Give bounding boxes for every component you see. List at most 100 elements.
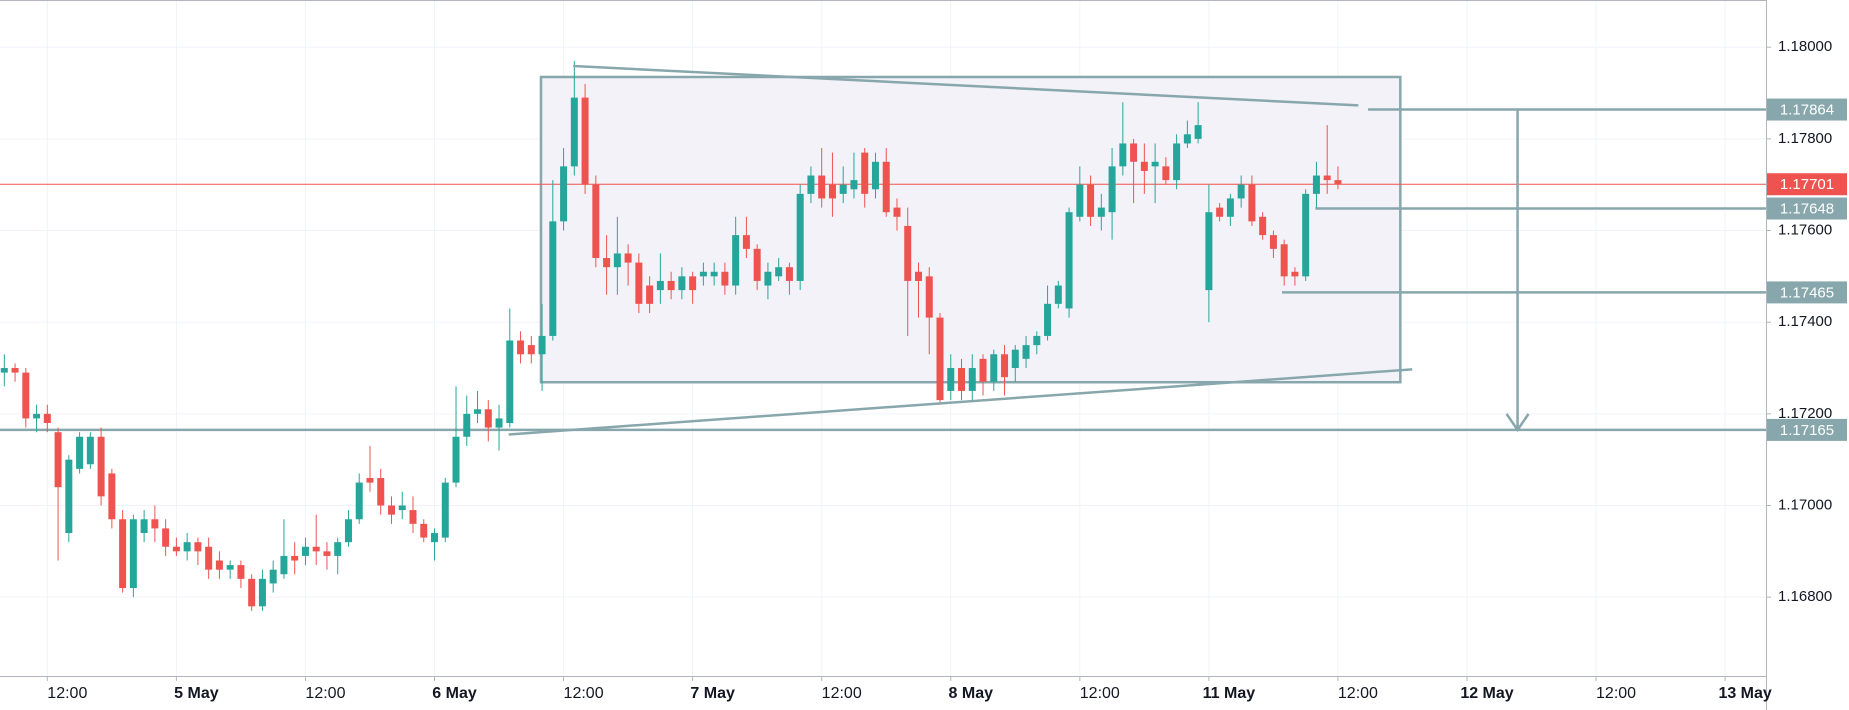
y-tick-label: 1.18000	[1778, 38, 1832, 55]
y-tick-label: 1.16800	[1778, 588, 1832, 605]
x-tick-label: 11 May	[1203, 685, 1256, 702]
candle-body	[258, 578, 266, 607]
candle-body	[753, 248, 761, 281]
candle-body	[1087, 184, 1095, 217]
candle-body	[33, 413, 41, 419]
price-label-box	[1767, 418, 1847, 441]
candle-body	[1248, 184, 1256, 222]
candle-body	[1119, 143, 1127, 167]
candle-body	[226, 565, 234, 570]
price-label-box	[1767, 281, 1847, 304]
candle-body	[140, 519, 148, 534]
candle-body	[1216, 207, 1224, 217]
candle-body	[248, 578, 256, 607]
candle-body	[1022, 345, 1030, 359]
candle-body	[613, 253, 621, 268]
candle-body	[775, 267, 783, 277]
candle-body	[162, 528, 170, 547]
x-tick-label: 13 May	[1718, 685, 1771, 702]
candle-body	[1151, 161, 1159, 167]
candle-body	[1011, 349, 1019, 369]
candle-body	[183, 542, 191, 552]
y-tick-label: 1.17200	[1778, 405, 1832, 422]
candle-body	[958, 368, 966, 391]
candle-body	[0, 368, 8, 373]
candle-body	[710, 271, 718, 277]
candle-body	[635, 262, 643, 304]
candle-body	[54, 432, 62, 488]
price-label-box	[1767, 98, 1847, 121]
candle-body	[839, 184, 847, 194]
candle-body	[119, 519, 127, 589]
candle-body	[1054, 285, 1062, 304]
candle-body	[377, 478, 385, 506]
candle-body	[979, 358, 987, 382]
candle-body	[398, 505, 406, 511]
range-box	[539, 75, 1402, 384]
candle-body	[1302, 193, 1310, 277]
axis-frame-bottom	[0, 676, 1766, 710]
candle-body	[11, 368, 19, 373]
candle-body	[301, 546, 309, 556]
candle-body	[785, 267, 793, 281]
candle-body	[893, 207, 901, 217]
candle-body	[882, 161, 890, 213]
candle-body	[570, 97, 578, 167]
candle-body	[592, 184, 600, 259]
candle-body	[43, 413, 51, 424]
price-label: 1.17165	[1780, 422, 1834, 439]
candle-body	[1140, 161, 1148, 171]
candle-body	[387, 505, 395, 515]
price-label: 1.17864	[1780, 102, 1834, 119]
x-tick-label: 8 May	[949, 685, 994, 702]
x-tick-label: 7 May	[690, 685, 735, 702]
candle-body	[1130, 143, 1138, 162]
candle-body	[1033, 335, 1041, 346]
y-tick-label: 1.17800	[1778, 130, 1832, 147]
candle-body	[850, 180, 858, 190]
x-tick-label: 12:00	[822, 685, 862, 702]
candle-body	[172, 546, 180, 552]
candle-body	[1194, 125, 1202, 139]
y-tick-label: 1.17000	[1778, 496, 1832, 513]
candle-body	[1291, 271, 1299, 277]
candle-body	[1108, 166, 1116, 213]
candle-body	[108, 473, 116, 520]
candle-body	[495, 418, 503, 428]
candle-body	[215, 560, 223, 570]
y-tick-label: 1.17400	[1778, 313, 1832, 330]
candle-body	[699, 271, 707, 277]
candle-body	[1183, 134, 1191, 144]
candle-body	[409, 510, 417, 524]
candle-body	[656, 280, 664, 291]
candle-body	[914, 271, 922, 281]
candle-body	[151, 519, 159, 529]
candle-body	[667, 280, 675, 291]
arrow-head	[1505, 413, 1530, 433]
candle-body	[344, 519, 352, 543]
candle-body	[517, 340, 525, 355]
candle-body	[323, 551, 331, 556]
candle-body	[560, 166, 568, 222]
price-label: 1.17648	[1780, 200, 1834, 217]
candle-body	[1259, 216, 1267, 236]
candle-body	[312, 546, 320, 552]
candle-body	[1162, 166, 1170, 181]
trend-line	[573, 64, 1359, 107]
x-tick-label: 12 May	[1460, 685, 1513, 702]
candle-body	[280, 555, 288, 575]
candle-body	[947, 368, 955, 391]
candle-body	[990, 354, 998, 382]
x-tick-label: 12:00	[1596, 685, 1636, 702]
candle-body	[581, 97, 589, 185]
x-tick-label: 12:00	[47, 685, 87, 702]
candle-body	[1097, 207, 1105, 217]
candle-body	[65, 459, 73, 534]
candle-body	[742, 235, 750, 249]
candle-body	[1001, 354, 1009, 378]
candle-body	[1226, 198, 1234, 217]
candle-body	[129, 519, 137, 589]
candle-body	[603, 258, 611, 268]
candle-body	[506, 340, 514, 424]
